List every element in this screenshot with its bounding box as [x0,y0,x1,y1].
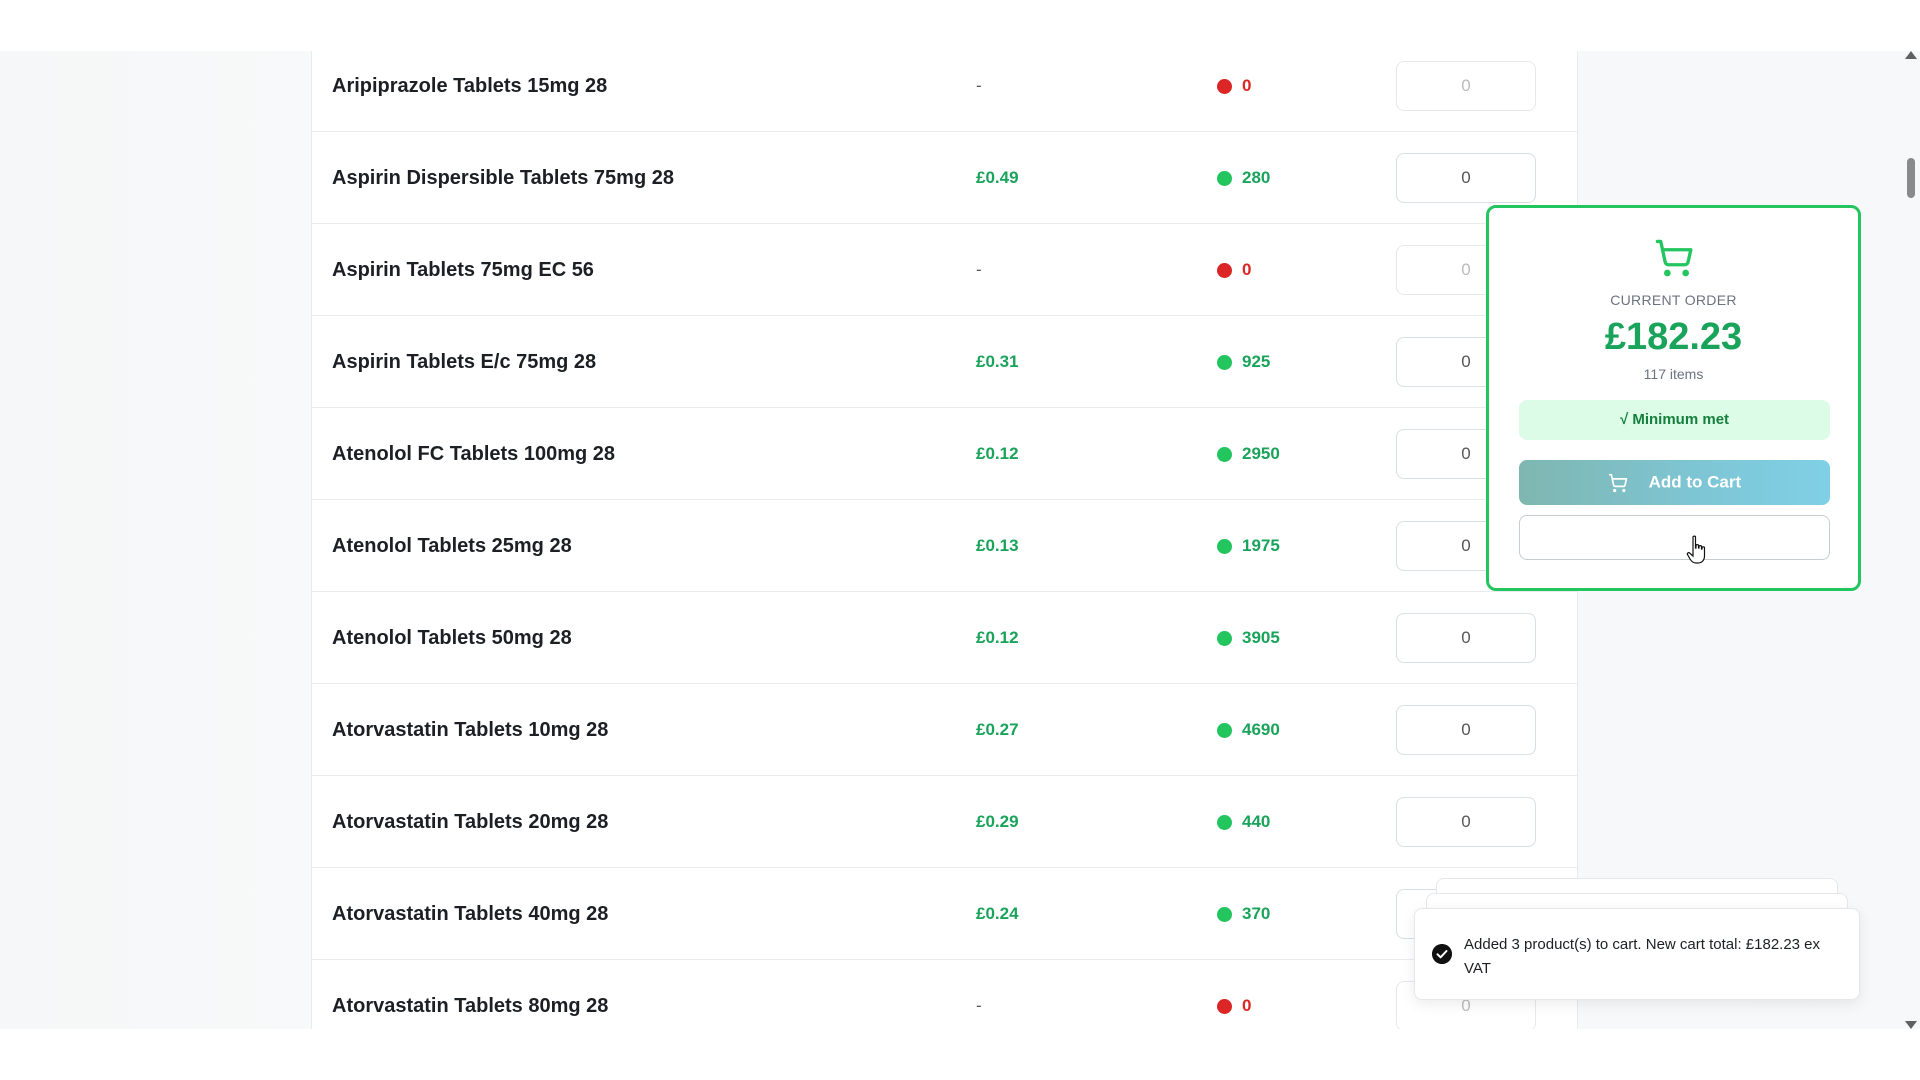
product-row: Atenolol Tablets 50mg 28 £0.12 3905 [312,592,1577,684]
stock-status-dot-icon [1217,263,1232,278]
stock-status-dot-icon [1217,539,1232,554]
product-row: Atenolol Tablets 25mg 28 £0.13 1975 [312,500,1577,592]
page-scrollbar[interactable] [1902,51,1920,1029]
minimum-met-badge: √ Minimum met [1519,400,1830,440]
product-row: Aripiprazole Tablets 15mg 28 - 0 [312,51,1577,132]
stock-count: 1975 [1242,536,1280,555]
product-name: Atorvastatin Tablets 10mg 28 [332,719,609,741]
product-price: £0.24 [976,904,1019,923]
product-row: Atorvastatin Tablets 20mg 28 £0.29 440 [312,776,1577,868]
stock-count: 440 [1242,812,1271,831]
quantity-input[interactable] [1396,705,1536,755]
product-row: Atorvastatin Tablets 40mg 28 £0.24 370 [312,868,1577,960]
scroll-up-arrow-icon[interactable] [1905,51,1917,59]
product-row: Atorvastatin Tablets 10mg 28 £0.27 4690 [312,684,1577,776]
stock-count: 3905 [1242,628,1280,647]
product-price: - [976,996,982,1015]
stock-status-dot-icon [1217,907,1232,922]
cart-icon [1655,239,1693,277]
stock-status-dot-icon [1217,723,1232,738]
stock-status-dot-icon [1217,355,1232,370]
product-name: Atorvastatin Tablets 20mg 28 [332,811,609,833]
product-name: Atenolol Tablets 50mg 28 [332,627,572,649]
current-order-panel: CURRENT ORDER £182.23 117 items √ Minimu… [1486,205,1861,591]
stock-status-dot-icon [1217,447,1232,462]
product-name: Aripiprazole Tablets 15mg 28 [332,75,608,97]
product-table: Aripiprazole Tablets 15mg 28 - 0 Aspirin Di… [311,51,1578,1029]
product-price: £0.27 [976,720,1019,739]
stock-count: 370 [1242,904,1271,923]
add-to-cart-label: Add to Cart [1648,472,1742,492]
check-circle-icon [1432,944,1452,964]
product-row: Atorvastatin Tablets 80mg 28 - 0 [312,960,1577,1029]
stock-count: 4690 [1242,720,1280,739]
product-price: - [976,76,982,95]
scroll-down-arrow-icon[interactable] [1905,1021,1917,1029]
product-name: Aspirin Tablets 75mg EC 56 [332,259,594,281]
add-to-cart-button[interactable]: Add to Cart [1519,460,1830,505]
stock-status-dot-icon [1217,79,1232,94]
quantity-input[interactable] [1396,797,1536,847]
quantity-input[interactable] [1396,61,1536,111]
product-row: Aspirin Tablets E/c 75mg 28 £0.31 925 [312,316,1577,408]
toast-message: Added 3 product(s) to cart. New cart tot… [1464,936,1821,977]
cart-icon [1608,473,1628,492]
stock-status-dot-icon [1217,631,1232,646]
secondary-order-button[interactable] [1519,515,1830,560]
product-price: - [976,260,982,279]
quantity-input[interactable] [1396,153,1536,203]
scrollbar-thumb[interactable] [1907,158,1915,198]
cart-added-toast: Added 3 product(s) to cart. New cart tot… [1414,908,1860,1000]
stock-count: 0 [1242,260,1252,279]
quantity-input[interactable] [1396,613,1536,663]
stock-status-dot-icon [1217,171,1232,186]
product-name: Atenolol Tablets 25mg 28 [332,535,572,557]
product-price: £0.12 [976,444,1019,463]
stock-count: 0 [1242,76,1252,95]
product-row: Atenolol FC Tablets 100mg 28 £0.12 2950 [312,408,1577,500]
stock-count: 925 [1242,352,1271,371]
order-label: CURRENT ORDER [1610,292,1737,308]
product-price: £0.12 [976,628,1019,647]
product-price: £0.13 [976,536,1019,555]
product-price: £0.49 [976,168,1019,187]
stock-count: 280 [1242,168,1271,187]
product-name: Atenolol FC Tablets 100mg 28 [332,443,616,465]
order-item-count: 117 items [1643,366,1704,382]
product-row: Aspirin Dispersible Tablets 75mg 28 £0.49… [312,132,1577,224]
stock-status-dot-icon [1217,815,1232,830]
order-total: £182.23 [1604,316,1743,358]
product-name: Aspirin Tablets E/c 75mg 28 [332,351,597,373]
product-name: Aspirin Dispersible Tablets 75mg 28 [332,167,674,189]
stock-count: 2950 [1242,444,1280,463]
product-name: Atorvastatin Tablets 40mg 28 [332,903,609,925]
product-price: £0.31 [976,352,1019,371]
product-price: £0.29 [976,812,1019,831]
hand-pointer-cursor-icon [1686,535,1706,564]
product-name: Atorvastatin Tablets 80mg 28 [332,995,609,1017]
product-row: Aspirin Tablets 75mg EC 56 - 0 [312,224,1577,316]
stock-status-dot-icon [1217,999,1232,1014]
stock-count: 0 [1242,996,1252,1015]
